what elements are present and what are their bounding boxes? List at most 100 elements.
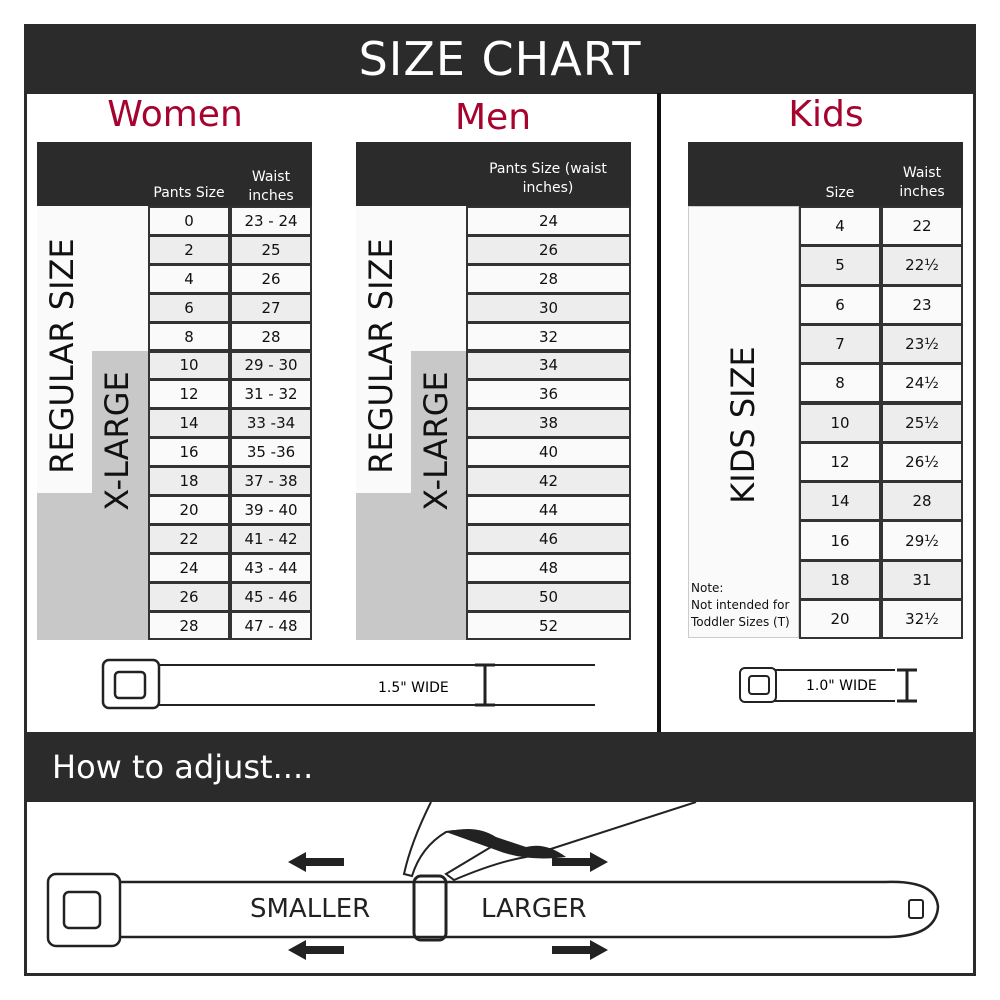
waist-cell: 29 - 30 <box>230 350 312 381</box>
pants-size-cell: 12 <box>148 379 230 410</box>
pants-size-cell: 16 <box>148 437 230 468</box>
regular-region <box>37 206 148 351</box>
kids-label-panel <box>688 206 799 638</box>
kids-col-size: Size <box>825 185 855 201</box>
x-large-label: X-LARGE <box>417 371 455 511</box>
women-table-header <box>37 142 312 206</box>
pants-size-cell: 24 <box>466 206 631 236</box>
pants-size-cell: 46 <box>466 523 631 554</box>
pants-size-cell: 20 <box>148 495 230 525</box>
waist-cell: 23 - 24 <box>230 206 312 236</box>
kids-table-header <box>688 142 963 206</box>
waist-cell: 28 <box>230 321 312 352</box>
waist-cell: 35 -36 <box>230 437 312 468</box>
kids-size-cell: 5 <box>799 245 881 286</box>
kids-note: Note: Not intended for Toddler Sizes (T) <box>691 580 799 631</box>
pants-size-cell: 18 <box>148 466 230 496</box>
pants-size-cell: 26 <box>466 234 631 265</box>
kids-size-cell: 20 <box>799 599 881 640</box>
pants-size-cell: 4 <box>148 263 230 294</box>
men-col-pants: Pants Size (waist inches) <box>489 161 607 196</box>
kids-size-cell: 10 <box>799 402 881 443</box>
xlarge-region <box>92 351 148 493</box>
kids-waist-cell: 32½ <box>881 599 963 640</box>
kids-waist-cell: 25½ <box>881 402 963 443</box>
kids-size-cell: 18 <box>799 559 881 600</box>
kids-size-cell: 7 <box>799 323 881 365</box>
kids-waist-cell: 28 <box>881 481 963 522</box>
kids-waist-cell: 23½ <box>881 323 963 365</box>
men-table-header <box>356 142 631 206</box>
pants-size-cell: 32 <box>466 321 631 352</box>
pants-size-cell: 30 <box>466 292 631 323</box>
waist-cell: 41 - 42 <box>230 523 312 554</box>
pants-size-cell: 22 <box>148 523 230 554</box>
kids-waist-cell: 24½ <box>881 363 963 404</box>
waist-cell: 25 <box>230 234 312 265</box>
kids-size-cell: 4 <box>799 206 881 247</box>
pants-size-cell: 2 <box>148 234 230 265</box>
kids-table: Size Waist inches KIDS SIZE Note: Not in… <box>688 142 963 640</box>
regular-region <box>356 206 467 351</box>
pants-size-cell: 38 <box>466 408 631 439</box>
regular-region <box>356 351 411 493</box>
kids-waist-cell: 22 <box>881 206 963 247</box>
pants-size-cell: 36 <box>466 379 631 410</box>
pants-size-cell: 44 <box>466 495 631 525</box>
xlarge-region <box>37 493 148 640</box>
xlarge-region <box>411 351 467 493</box>
waist-cell: 43 - 44 <box>230 552 312 583</box>
kids-size-cell: 14 <box>799 481 881 522</box>
adjust-illustration <box>46 802 940 960</box>
kids-size-cell: 12 <box>799 441 881 483</box>
adult-belt-width: 1.5" WIDE <box>378 680 449 696</box>
kids-size-cell: 16 <box>799 520 881 561</box>
x-large-label: X-LARGE <box>98 371 136 511</box>
arrow-icons <box>288 852 608 960</box>
pants-size-cell: 28 <box>148 610 230 641</box>
women-col-pants: Pants Size <box>153 185 225 201</box>
pants-size-cell: 6 <box>148 292 230 323</box>
pants-size-cell: 42 <box>466 466 631 496</box>
xlarge-region <box>356 493 467 640</box>
waist-cell: 31 - 32 <box>230 379 312 410</box>
waist-cell: 45 - 46 <box>230 581 312 612</box>
waist-cell: 26 <box>230 263 312 294</box>
pants-size-cell: 50 <box>466 581 631 612</box>
adjust-heading: How to adjust.... <box>24 732 976 802</box>
kids-size-label: KIDS SIZE <box>724 346 762 504</box>
kids-col-waist: Waist inches <box>899 165 945 200</box>
pants-size-cell: 28 <box>466 263 631 294</box>
pants-size-cell: 40 <box>466 437 631 468</box>
pants-size-cell: 14 <box>148 408 230 439</box>
hand-icon <box>402 802 697 882</box>
note-heading: Note: <box>691 581 724 595</box>
kids-belt-width: 1.0" WIDE <box>806 678 877 694</box>
kids-waist-cell: 23 <box>881 284 963 325</box>
pants-size-cell: 10 <box>148 350 230 381</box>
note-text: Not intended for Toddler Sizes (T) <box>691 598 790 629</box>
pants-size-cell: 0 <box>148 206 230 236</box>
pants-size-cell: 34 <box>466 350 631 381</box>
pants-size-cell: 48 <box>466 552 631 583</box>
smaller-label: SMALLER <box>250 894 371 924</box>
pants-size-cell: 26 <box>148 581 230 612</box>
regular-region <box>37 351 92 493</box>
waist-cell: 37 - 38 <box>230 466 312 496</box>
kids-belt-illustration <box>739 667 917 703</box>
adult-belt-illustration <box>101 658 595 710</box>
men-title: Men <box>454 97 532 138</box>
waist-cell: 33 -34 <box>230 408 312 439</box>
pants-size-cell: 24 <box>148 552 230 583</box>
regular-size-label: REGULAR SIZE <box>43 238 81 474</box>
men-table: Pants Size (waist inches) REGULAR SIZE X-… <box>356 142 631 641</box>
women-title: Women <box>107 94 243 135</box>
kids-waist-cell: 22½ <box>881 245 963 286</box>
women-table: Pants Size Waist inches REGULAR SIZE X-LA… <box>37 142 312 641</box>
divider <box>657 93 661 733</box>
kids-size-cell: 8 <box>799 363 881 404</box>
waist-cell: 47 - 48 <box>230 610 312 641</box>
kids-title: Kids <box>788 94 864 135</box>
kids-size-cell: 6 <box>799 284 881 325</box>
larger-label: LARGER <box>481 894 587 924</box>
